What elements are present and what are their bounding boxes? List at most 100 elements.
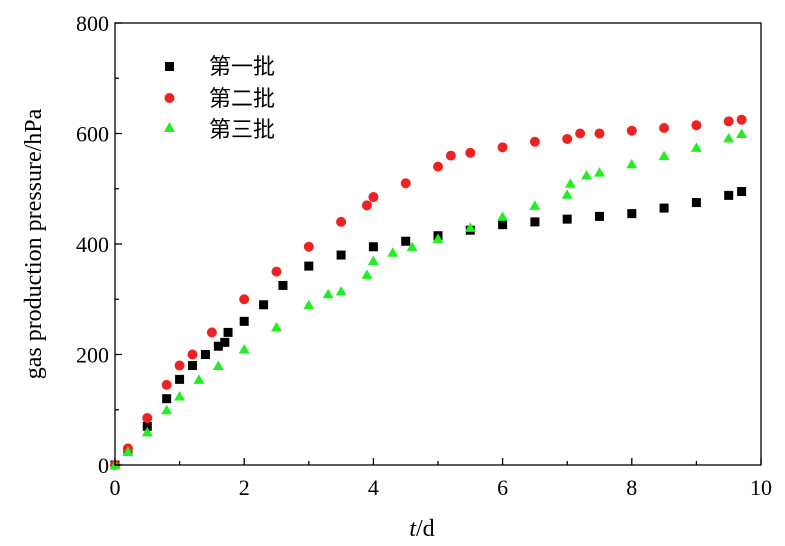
legend-item-series-1: 第一批 [165, 55, 275, 80]
data-point [401, 236, 411, 246]
data-point [368, 192, 379, 203]
data-point [659, 203, 669, 213]
data-point [562, 134, 573, 145]
data-point [161, 404, 173, 415]
data-point [529, 136, 540, 147]
data-point [141, 426, 153, 437]
legend-marker-square [165, 62, 174, 71]
data-point [736, 128, 748, 138]
data-point [497, 142, 508, 153]
y-tick-label: 800 [76, 11, 109, 36]
legend-marker-triangle [164, 122, 175, 132]
data-point [361, 200, 372, 211]
data-point [212, 360, 224, 371]
data-point [122, 446, 134, 456]
data-point [529, 200, 541, 210]
data-point [367, 255, 379, 266]
y-tick-label: 600 [76, 122, 109, 147]
data-point [174, 360, 185, 371]
data-point [278, 280, 288, 290]
data-point [239, 316, 249, 326]
x-tick-label: 10 [750, 475, 772, 500]
data-point [336, 216, 347, 227]
data-point [239, 294, 250, 305]
legend-label: 第一批 [209, 55, 275, 80]
data-point [626, 158, 638, 169]
data-point [464, 222, 476, 232]
data-point [691, 198, 701, 208]
data-point [690, 142, 702, 152]
data-point [581, 169, 593, 180]
data-point [271, 266, 282, 277]
data-point [188, 361, 198, 371]
plot-marks [109, 114, 748, 470]
data-point [259, 300, 269, 310]
data-point [200, 350, 210, 359]
data-point [361, 269, 373, 279]
data-point [691, 120, 702, 131]
data-point [465, 147, 476, 158]
data-point [223, 327, 233, 337]
y-axis-title: gas production pressure/hPa [21, 108, 47, 379]
y-tick-label: 0 [98, 453, 109, 478]
data-point [206, 327, 217, 338]
data-point [627, 209, 637, 219]
data-point [497, 211, 509, 221]
data-point [220, 337, 230, 347]
data-point [304, 261, 314, 271]
data-point [161, 379, 172, 390]
data-point [562, 214, 572, 224]
data-point [335, 285, 347, 296]
y-tick-label: 400 [76, 232, 109, 257]
data-point [723, 116, 734, 127]
data-point [174, 390, 186, 401]
y-tick-label: 200 [76, 343, 109, 368]
legend-item-series-3: 第三批 [164, 118, 275, 143]
data-point [723, 132, 735, 143]
data-point [322, 288, 334, 299]
data-point [564, 178, 576, 188]
legend-item-series-2: 第二批 [164, 87, 275, 112]
data-point [432, 233, 444, 243]
data-point [594, 128, 605, 139]
data-point [595, 211, 604, 221]
x-tick-label: 8 [626, 475, 637, 500]
data-point [368, 242, 378, 252]
x-tick-label: 6 [497, 475, 508, 500]
data-point [530, 217, 540, 227]
data-point [187, 349, 198, 360]
x-tick-label: 0 [110, 475, 121, 500]
data-point [724, 190, 734, 200]
x-tick-label: 2 [239, 475, 250, 500]
x-axis-ticks: 0 2 4 6 8 10 [110, 458, 772, 500]
legend-marker-circle [164, 93, 175, 103]
data-point [445, 150, 456, 161]
data-point [303, 299, 315, 310]
data-point [336, 250, 346, 260]
x-tick-label: 4 [368, 475, 379, 500]
x-axis-title: t/d [409, 516, 434, 542]
series-2 [110, 114, 747, 470]
data-point [387, 247, 399, 257]
data-point [162, 394, 172, 404]
data-point [142, 413, 153, 424]
series-3 [109, 128, 748, 470]
data-point [626, 125, 637, 136]
data-point [498, 220, 508, 230]
legend-label: 第三批 [209, 118, 275, 143]
data-point [238, 343, 250, 354]
data-point [142, 421, 152, 431]
data-point [736, 114, 747, 125]
data-point [594, 167, 605, 177]
series-1 [110, 187, 747, 470]
data-point [658, 150, 670, 161]
data-point [575, 128, 586, 139]
data-point [271, 321, 282, 332]
legend-label: 第二批 [209, 87, 275, 112]
x-axis-title-variable: t [409, 516, 417, 542]
data-point [561, 189, 573, 199]
data-point [303, 241, 314, 252]
data-point [193, 374, 205, 384]
data-point [213, 341, 223, 351]
